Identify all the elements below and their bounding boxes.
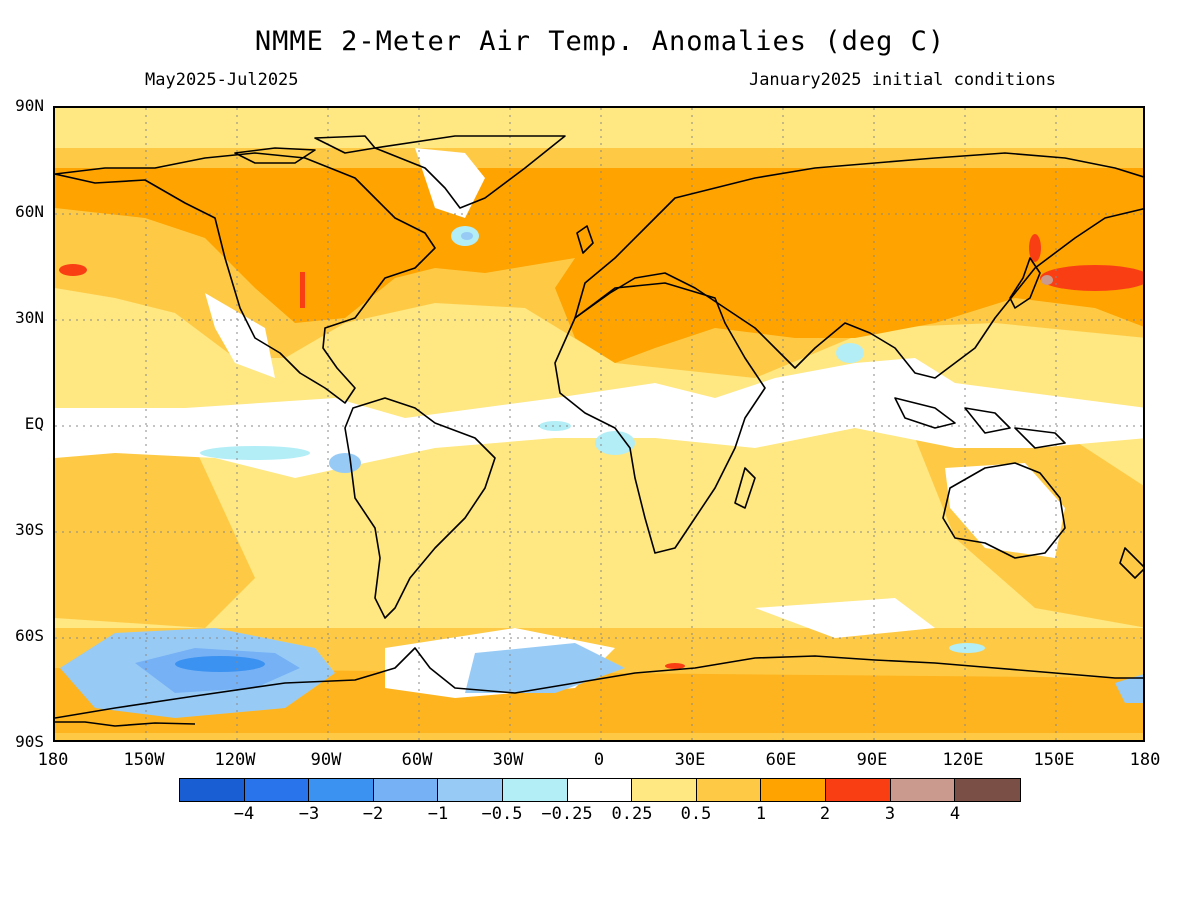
colorbar-swatch <box>373 779 439 801</box>
lon-label-150w: 150W <box>123 750 165 770</box>
lon-label-120w: 120W <box>214 750 256 770</box>
lat-label-60n: 60N <box>15 202 44 221</box>
lat-label-60s: 60S <box>15 626 44 645</box>
colorbar-swatch <box>761 779 826 801</box>
lon-label-180w: 180 <box>37 750 69 770</box>
lon-label-60w: 60W <box>401 750 433 770</box>
colorbar-swatch <box>825 779 891 801</box>
lon-label-180e: 180 <box>1129 750 1161 770</box>
colorbar-label: 0.25 <box>611 804 653 824</box>
colorbar <box>179 778 1021 802</box>
forecast-period: May2025-Jul2025 <box>145 70 299 90</box>
lat-label-90s: 90S <box>15 732 44 751</box>
lat-label-eq: EQ <box>24 414 44 433</box>
colorbar-label: −2 <box>362 804 384 824</box>
colorbar-swatch <box>632 779 697 801</box>
lat-label-30s: 30S <box>15 520 44 539</box>
lon-label-60e: 60E <box>765 750 797 770</box>
colorbar-label: −0.5 <box>481 804 523 824</box>
colorbar-swatch <box>438 779 503 801</box>
colorbar-swatch <box>567 779 633 801</box>
colorbar-swatch <box>696 779 762 801</box>
lon-label-120e: 120E <box>942 750 984 770</box>
colorbar-label: 1 <box>755 804 767 824</box>
colorbar-label: 0.5 <box>680 804 712 824</box>
lat-label-30n: 30N <box>15 308 44 327</box>
lon-label-30w: 30W <box>492 750 524 770</box>
anomaly-field <box>55 108 1143 740</box>
colorbar-swatch <box>180 779 245 801</box>
lon-label-0: 0 <box>593 750 605 770</box>
colorbar-label: −0.25 <box>541 804 593 824</box>
colorbar-label: −3 <box>298 804 320 824</box>
map-title: NMME 2-Meter Air Temp. Anomalies (deg C) <box>254 26 946 57</box>
lon-label-90e: 90E <box>856 750 888 770</box>
lon-label-150e: 150E <box>1033 750 1075 770</box>
lon-label-90w: 90W <box>310 750 342 770</box>
lon-label-30e: 30E <box>674 750 706 770</box>
colorbar-swatch <box>309 779 374 801</box>
colorbar-label: 4 <box>949 804 961 824</box>
lat-label-90n: 90N <box>15 96 44 115</box>
colorbar-swatch <box>244 779 310 801</box>
colorbar-swatch <box>955 779 1020 801</box>
colorbar-label: −4 <box>233 804 255 824</box>
initial-conditions: January2025 initial conditions <box>748 70 1056 90</box>
colorbar-swatch <box>890 779 956 801</box>
colorbar-label: −1 <box>427 804 449 824</box>
colorbar-label: 3 <box>884 804 896 824</box>
colorbar-label: 2 <box>819 804 831 824</box>
colorbar-swatch <box>502 779 568 801</box>
anomaly-map <box>53 106 1145 742</box>
